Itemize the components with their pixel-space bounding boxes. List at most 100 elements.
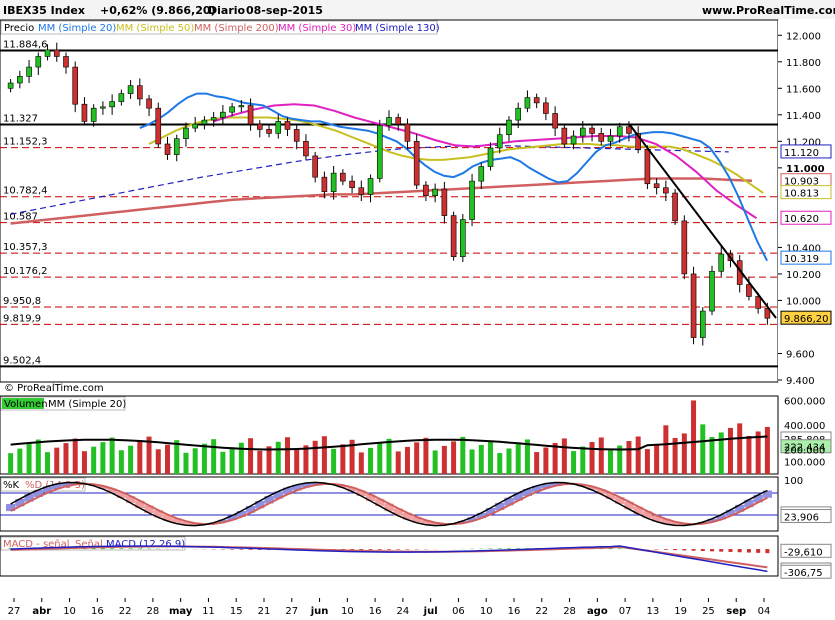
candle-body-17	[164, 143, 171, 155]
macd-hist-bar-13	[128, 548, 133, 550]
price-tag-box-5	[780, 310, 832, 325]
candle-body-46	[432, 188, 438, 196]
volume-bar-60	[561, 438, 567, 474]
volume-bar-38	[358, 452, 364, 474]
x-tick-label-14: 24	[397, 606, 410, 617]
stoch-d-line	[10, 482, 768, 526]
candle-body-31	[293, 129, 300, 142]
candle-body-70	[653, 183, 660, 189]
x-tick-label-0: 27	[8, 606, 21, 617]
x-tick-label-22: 07	[619, 606, 632, 617]
volume-bar-73	[681, 433, 687, 474]
volume-bar-21	[201, 443, 207, 474]
x-tick-label-18: 16	[508, 606, 521, 617]
candle-body-73	[681, 220, 688, 275]
legend-macd: MACD (12 26 9)	[106, 539, 185, 550]
volume-ma-line	[10, 435, 768, 451]
macd-hist-bar-72	[673, 549, 678, 551]
macd-hist-bar-75	[700, 549, 705, 552]
candle-body-35	[330, 172, 337, 193]
candle-body-3	[35, 56, 42, 68]
candle-body-52	[487, 147, 494, 167]
candle-body-1	[17, 76, 23, 84]
x-tick-label-27: 04	[758, 606, 771, 617]
level-label-0: 11.884,6	[3, 40, 48, 51]
volume-bar-76	[709, 436, 715, 474]
volume-bar-18	[174, 440, 180, 474]
macd-hist-bar-37	[350, 549, 355, 550]
volume-tick-label-1: 400.000	[784, 421, 825, 432]
volume-bar-42	[395, 451, 401, 474]
ma20-line	[139, 92, 768, 262]
x-tick-label-26: sep	[726, 606, 746, 617]
candle-body-30	[284, 121, 291, 130]
price-tick-label-8: 10.000	[786, 296, 821, 307]
macd-hist-bar-79	[737, 549, 742, 553]
volume-bar-34	[321, 436, 327, 474]
x-tick-label-6: may	[169, 606, 193, 617]
candle-body-49	[460, 219, 466, 257]
candle-body-45	[423, 184, 429, 196]
candle-body-27	[256, 123, 263, 130]
volume-bar-3	[35, 439, 41, 474]
legend-price: Precio	[4, 23, 34, 34]
macd-hist-bar-66	[617, 548, 622, 550]
volume-bar-22	[211, 439, 217, 474]
x-tick-label-13: 16	[369, 606, 382, 617]
macd-hist-bar-74	[691, 549, 696, 551]
candle-body-77	[718, 253, 725, 272]
level-label-5: 10.357,3	[3, 242, 48, 253]
x-tick-label-7: 11	[202, 606, 215, 617]
ma200-line	[10, 177, 752, 225]
candle-body-47	[441, 188, 448, 216]
period: Diario	[208, 4, 246, 17]
macd-hist-bar-80	[746, 549, 751, 553]
candle-body-34	[321, 176, 328, 193]
volume-bar-67	[626, 441, 632, 474]
volume-bar-16	[155, 449, 161, 474]
macd-hist-bar-25	[239, 549, 244, 550]
macd-hist-bar-54	[506, 548, 511, 550]
volume-bar-50	[469, 449, 475, 474]
volume-bar-52	[488, 440, 494, 474]
macd-line	[10, 545, 768, 573]
candle-body-63	[589, 127, 595, 134]
volume-bar-77	[718, 432, 724, 474]
volume-bar-45	[423, 437, 429, 474]
level-label-9: 9.502,4	[3, 355, 41, 366]
volume-bar-1	[17, 448, 23, 474]
x-axis: 27 abr 10 16 22 28 may 11 15 21 27 jun 10 16 24 jul 06 10…	[8, 598, 771, 617]
price-tick-label-7: 10.200	[786, 270, 821, 281]
macd-hist-bar-40	[377, 549, 382, 550]
volume-bar-31	[294, 449, 300, 474]
volume-bar-6	[63, 443, 69, 474]
candle-body-24	[229, 106, 235, 113]
volume-bar-66	[617, 445, 623, 474]
macd-hist-bar-38	[359, 549, 364, 550]
candle-body-14	[137, 85, 143, 100]
candle-body-58	[543, 102, 549, 114]
candle-body-62	[580, 127, 586, 137]
x-tick-label-9: 21	[258, 606, 271, 617]
candle-body-29	[275, 121, 282, 134]
site-link[interactable]: www.ProRealTime.com	[702, 4, 835, 17]
macd-hist-bar-27	[257, 549, 262, 550]
price-change: +0,62% (9.866,20)	[100, 4, 216, 17]
candle-body-18	[173, 138, 180, 155]
candle-body-11	[109, 101, 115, 108]
volume-bar-62	[580, 446, 586, 474]
candle-body-44	[413, 141, 420, 186]
candle-body-5	[53, 49, 60, 57]
volume-bar-72	[672, 437, 678, 474]
candle-body-8	[81, 103, 88, 122]
volume-bar-68	[635, 436, 641, 474]
volume-bar-32	[303, 445, 309, 474]
candle-body-51	[478, 166, 485, 182]
legend-macd-signal: Señal	[75, 539, 103, 550]
volume-bar-74	[691, 400, 697, 474]
price-legend: Precio MM (Simple 20) MM (Simple 50) MM …	[0, 20, 440, 35]
x-tick-label-25: 25	[702, 606, 715, 617]
volume-bar-12	[118, 450, 124, 474]
candle-body-16	[155, 107, 162, 145]
